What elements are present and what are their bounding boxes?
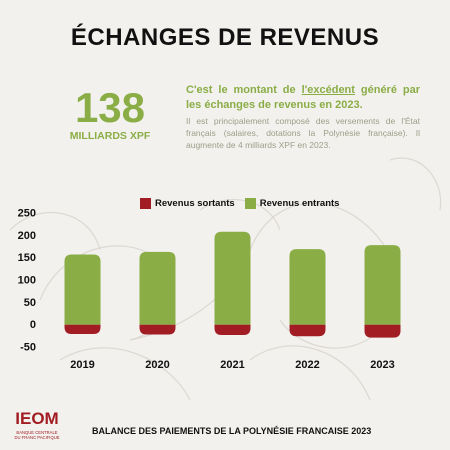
headline-text: C'est le montant de l'excédent généré pa… <box>186 83 420 113</box>
logo-subtitle-1: BANQUE CENTRALE <box>16 430 57 435</box>
bar-incoming-2020 <box>139 251 176 325</box>
x-tick-label: 2021 <box>220 359 244 371</box>
legend-item-outgoing: Revenus sortants <box>140 197 235 209</box>
logo-subtitle-2: DU FRANC PACIFIQUE <box>14 435 59 440</box>
headline-emphasis: l'excédent <box>301 84 355 96</box>
footer-caption: BALANCE DES PAIEMENTS DE LA POLYNÉSIE FR… <box>92 426 372 436</box>
chart-legend: Revenus sortants Revenus entrants <box>140 196 339 210</box>
bar-incoming-2019 <box>64 254 101 325</box>
bar-outgoing-2021 <box>214 324 251 335</box>
ieom-logo: IEOM BANQUE CENTRALE DU FRANC PACIFIQUE <box>14 409 59 440</box>
bar-incoming-2021 <box>214 231 251 325</box>
bar-incoming-2022 <box>289 249 326 325</box>
highlight-unit: MILLIARDS XPF <box>69 130 151 142</box>
y-tick-label: 150 <box>18 252 36 264</box>
headline-part-2: généré par les échanges de revenus en 20… <box>186 84 421 111</box>
legend-label-outgoing: Revenus sortants <box>155 197 235 209</box>
y-tick-label: 0 <box>30 319 36 331</box>
y-tick-label: 50 <box>24 297 36 309</box>
headline-part-1: C'est le montant de <box>186 84 302 96</box>
bar-outgoing-2019 <box>64 324 101 335</box>
y-tick-label: -50 <box>20 342 36 354</box>
logo-text: IEOM <box>15 409 58 428</box>
legend-swatch-incoming <box>244 197 256 209</box>
revenue-bar-chart: 250 200 150 100 50 0 -50 2019 2020 2021 2022 2023 <box>18 208 401 371</box>
bar-outgoing-2023 <box>364 324 401 338</box>
legend-label-incoming: Revenus entrants <box>259 197 340 209</box>
page-title: ÉCHANGES DE REVENUS <box>70 24 380 51</box>
description-text: Il est principalement composé des versem… <box>186 116 420 150</box>
x-tick-label: 2020 <box>145 359 169 371</box>
y-tick-label: 250 <box>18 208 36 220</box>
x-tick-label: 2019 <box>70 359 94 371</box>
x-tick-label: 2023 <box>370 359 394 371</box>
legend-swatch-outgoing <box>140 197 151 209</box>
highlight-value: 138 <box>74 84 146 131</box>
bar-outgoing-2022 <box>289 324 326 337</box>
y-tick-label: 200 <box>18 230 36 242</box>
y-tick-label: 100 <box>18 275 36 287</box>
bar-incoming-2023 <box>364 245 401 325</box>
x-tick-label: 2022 <box>295 359 319 371</box>
bar-outgoing-2020 <box>139 324 176 335</box>
legend-item-incoming: Revenus entrants <box>244 197 340 209</box>
